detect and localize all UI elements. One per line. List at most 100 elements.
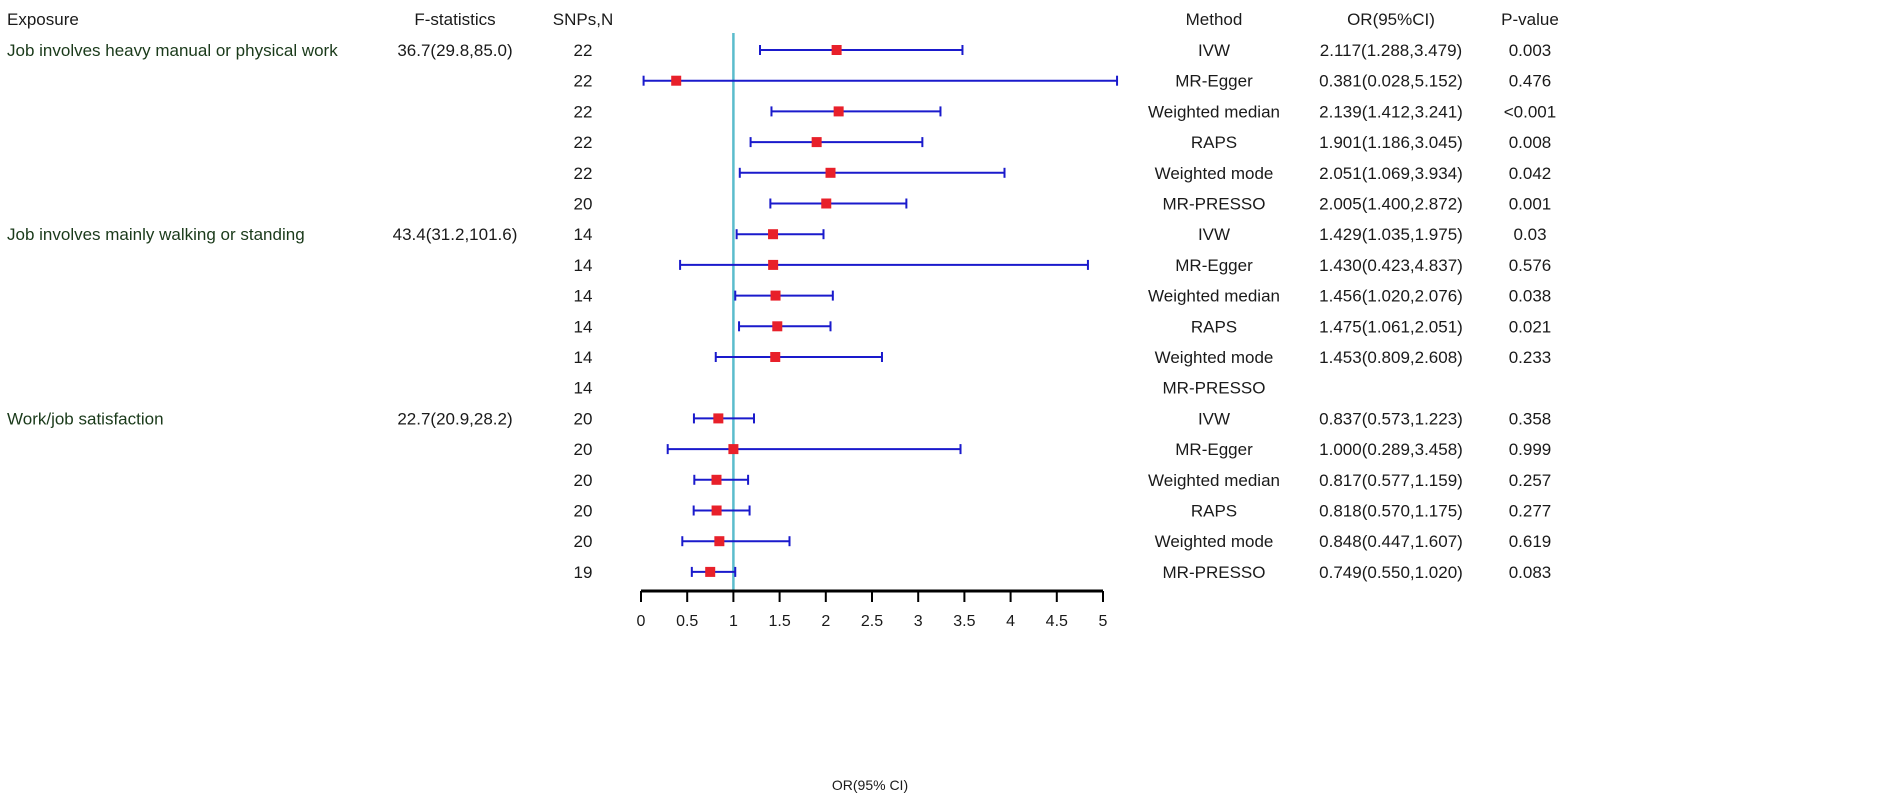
header-f-statistics: F-statistics xyxy=(414,10,495,29)
snps-count: 14 xyxy=(574,225,593,244)
point-estimate xyxy=(770,352,781,362)
p-value: 0.03 xyxy=(1513,225,1546,244)
table-row: 22 Weighted median 2.139(1.412,3.241) <0.00… xyxy=(574,102,1557,121)
method-label: Weighted median xyxy=(1148,287,1280,306)
method-label: IVW xyxy=(1198,225,1230,244)
method-label: Weighted mode xyxy=(1155,532,1274,551)
x-tick-label: 4.5 xyxy=(1046,613,1068,630)
p-value: <0.001 xyxy=(1504,102,1556,121)
table-row: Job involves mainly walking or standing 4… xyxy=(7,225,1547,244)
table-row: Job involves heavy manual or physical wo… xyxy=(7,41,1551,60)
or-ci-value: 0.817(0.577,1.159) xyxy=(1319,471,1463,490)
exposure-label: Job involves heavy manual or physical wo… xyxy=(7,41,338,60)
point-estimate xyxy=(833,106,844,117)
header-p-value: P-value xyxy=(1501,10,1559,29)
point-estimate xyxy=(711,474,722,485)
snps-count: 20 xyxy=(574,409,593,428)
or-ci-value: 0.749(0.550,1.020) xyxy=(1319,563,1463,582)
p-value: 0.233 xyxy=(1509,348,1552,367)
or-ci-value: 2.117(1.288,3.479) xyxy=(1320,41,1462,60)
p-value: 0.003 xyxy=(1509,41,1552,60)
point-estimate xyxy=(768,229,779,240)
x-tick-label: 5 xyxy=(1099,613,1108,630)
method-label: Weighted mode xyxy=(1155,164,1274,183)
p-value: 0.619 xyxy=(1509,532,1552,551)
snps-count: 20 xyxy=(574,502,593,521)
table-row: 20 MR-Egger 1.000(0.289,3.458) 0.999 xyxy=(574,440,1552,459)
f-statistic-value: 43.4(31.2,101.6) xyxy=(393,225,518,244)
snps-count: 22 xyxy=(574,72,593,91)
or-ci-value: 0.818(0.570,1.175) xyxy=(1319,502,1463,521)
f-statistic-value: 22.7(20.9,28.2) xyxy=(397,409,512,428)
method-label: MR-Egger xyxy=(1175,72,1253,91)
snps-count: 14 xyxy=(574,348,593,367)
method-label: MR-PRESSO xyxy=(1163,379,1266,398)
p-value: 0.083 xyxy=(1509,563,1552,582)
table-row: 20 Weighted mode 0.848(0.447,1.607) 0.619 xyxy=(574,532,1552,551)
snps-count: 22 xyxy=(574,133,593,152)
or-ci-value: 1.430(0.423,4.837) xyxy=(1319,256,1463,275)
method-label: RAPS xyxy=(1191,133,1237,152)
p-value: 0.576 xyxy=(1509,256,1552,275)
table-row: 14 RAPS 1.475(1.061,2.051) 0.021 xyxy=(574,317,1552,336)
point-estimate xyxy=(711,505,722,516)
table-row: 22 RAPS 1.901(1.186,3.045) 0.008 xyxy=(574,133,1552,152)
x-tick-label: 3.5 xyxy=(953,613,975,630)
x-tick-label: 4 xyxy=(1006,613,1015,630)
table-row: 20 MR-PRESSO 2.005(1.400,2.872) 0.001 xyxy=(574,195,1552,214)
p-value: 0.999 xyxy=(1509,440,1552,459)
point-estimate xyxy=(671,75,682,86)
x-axis: 0 0.5 1 1.5 2 2.5 3 3.5 4 4.5 5 xyxy=(637,589,1108,630)
exposure-label: Work/job satisfaction xyxy=(7,409,164,428)
snps-count: 22 xyxy=(574,102,593,121)
or-ci-value: 2.139(1.412,3.241) xyxy=(1319,102,1463,121)
x-tick-label: 1 xyxy=(729,613,738,630)
header-exposure: Exposure xyxy=(7,10,79,29)
method-label: RAPS xyxy=(1191,317,1237,336)
ci-marks xyxy=(642,45,1119,577)
method-label: Weighted median xyxy=(1148,102,1280,121)
header-snps: SNPs,N xyxy=(553,10,613,29)
method-label: MR-Egger xyxy=(1175,256,1253,275)
table-row: 14 Weighted median 1.456(1.020,2.076) 0.038 xyxy=(574,287,1552,306)
p-value: 0.038 xyxy=(1509,287,1552,306)
p-value: 0.001 xyxy=(1509,195,1552,214)
snps-count: 14 xyxy=(574,256,593,275)
point-estimate xyxy=(705,566,716,577)
snps-count: 20 xyxy=(574,532,593,551)
column-headers: Exposure F-statistics SNPs,N Method OR(9… xyxy=(7,10,1559,29)
snps-count: 20 xyxy=(574,195,593,214)
p-value: 0.277 xyxy=(1509,502,1552,521)
method-label: Weighted median xyxy=(1148,471,1280,490)
method-label: Weighted mode xyxy=(1155,348,1274,367)
or-ci-value: 1.000(0.289,3.458) xyxy=(1319,440,1463,459)
snps-count: 14 xyxy=(574,379,593,398)
method-label: RAPS xyxy=(1191,502,1237,521)
point-estimate xyxy=(825,167,836,178)
p-value: 0.021 xyxy=(1509,317,1552,336)
x-axis-label: OR(95% CI) xyxy=(832,777,908,793)
table-row: 20 Weighted median 0.817(0.577,1.159) 0.257 xyxy=(574,471,1552,490)
x-tick-label: 2.5 xyxy=(861,613,883,630)
snps-count: 19 xyxy=(574,563,593,582)
x-tick-label: 0 xyxy=(637,613,646,630)
snps-count: 20 xyxy=(574,471,593,490)
x-tick-label: 0.5 xyxy=(676,613,698,630)
point-estimate xyxy=(728,444,739,455)
snps-count: 14 xyxy=(574,287,593,306)
table-row: 19 MR-PRESSO 0.749(0.550,1.020) 0.083 xyxy=(574,563,1552,582)
table-row: 14 MR-Egger 1.430(0.423,4.837) 0.576 xyxy=(574,256,1552,275)
table-row: 14 MR-PRESSO xyxy=(574,379,1266,398)
or-ci-value: 1.453(0.809,2.608) xyxy=(1319,348,1463,367)
or-ci-value: 0.381(0.028,5.152) xyxy=(1319,72,1463,91)
point-estimate xyxy=(821,198,832,209)
p-value: 0.358 xyxy=(1509,409,1552,428)
point-estimate xyxy=(770,290,781,301)
or-ci-value: 2.005(1.400,2.872) xyxy=(1319,195,1463,214)
p-value: 0.257 xyxy=(1509,471,1552,490)
x-tick-label: 3 xyxy=(914,613,923,630)
table-row: Work/job satisfaction 22.7(20.9,28.2) 20 IV… xyxy=(7,409,1551,428)
or-ci-value: 0.848(0.447,1.607) xyxy=(1319,532,1463,551)
point-estimate xyxy=(713,413,724,424)
